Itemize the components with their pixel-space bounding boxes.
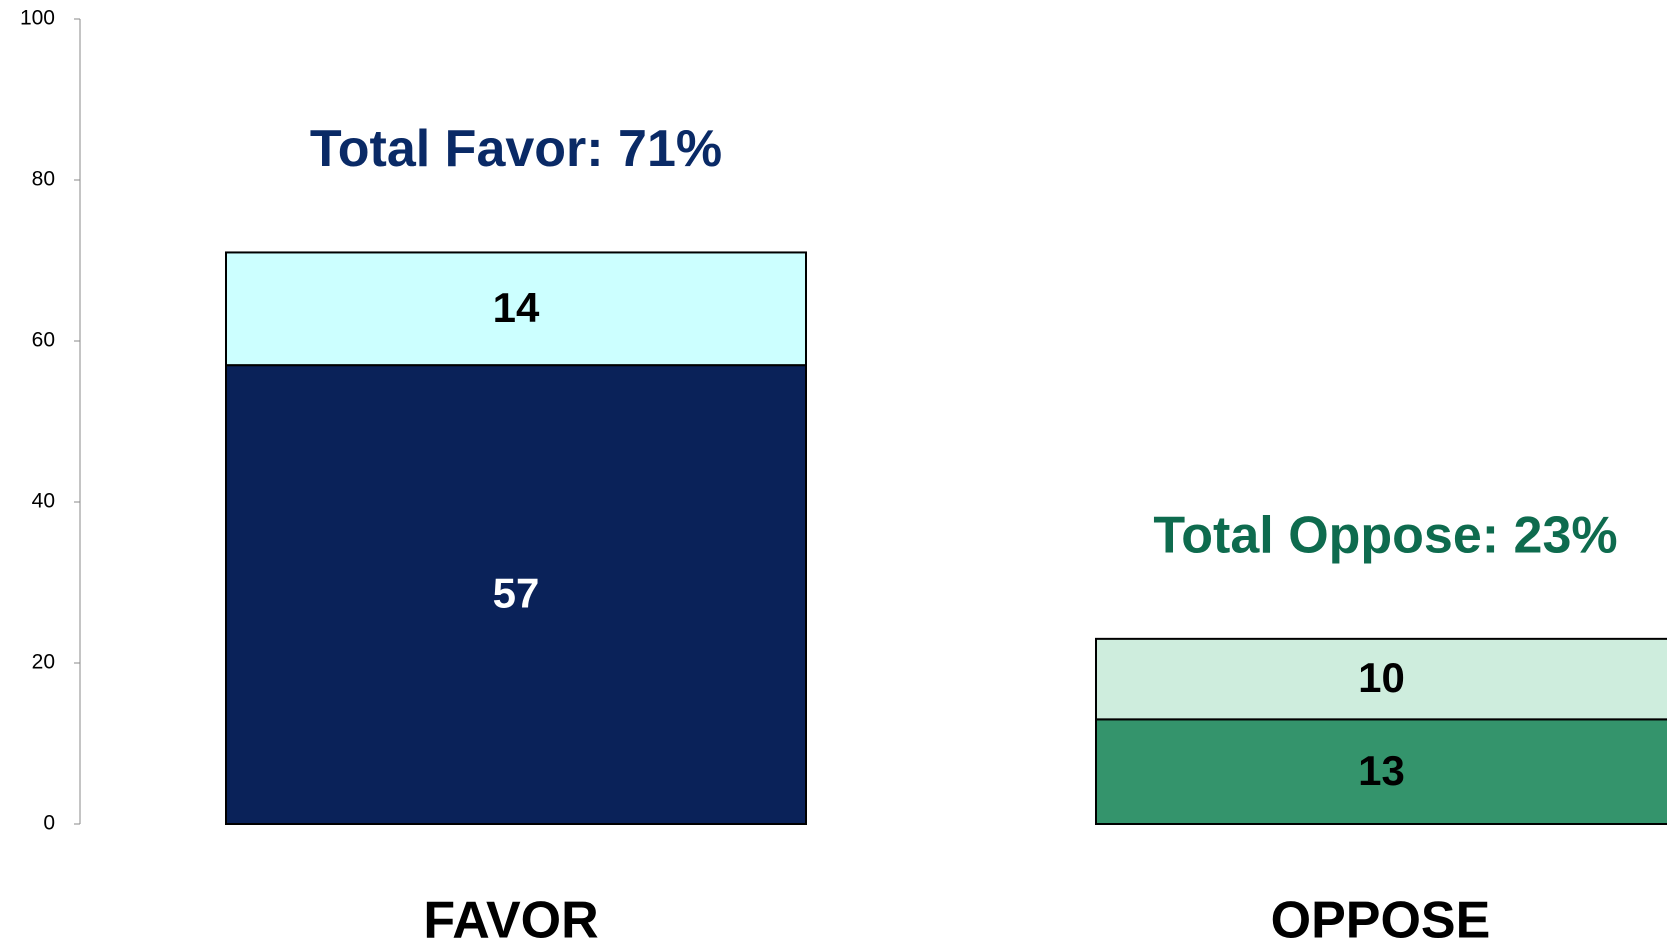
- data-label: 13: [1358, 747, 1405, 794]
- y-tick-label: 100: [20, 7, 55, 30]
- x-tick-label: OPPOSE: [1271, 892, 1491, 949]
- y-tick-label: 60: [32, 329, 55, 352]
- data-label: 10: [1358, 654, 1405, 701]
- bar-segment: [225, 251, 807, 367]
- bar-segment: [1095, 718, 1667, 825]
- y-tick-label: 40: [32, 490, 55, 513]
- y-tick-label: 20: [32, 651, 55, 674]
- bar-segment: [1095, 637, 1667, 721]
- y-tick-label: 0: [43, 812, 55, 835]
- data-label: 14: [493, 284, 540, 331]
- y-tick-label: 80: [32, 168, 55, 191]
- bar-segment: [225, 364, 807, 825]
- data-label: 57: [493, 570, 540, 617]
- x-tick-label: FAVOR: [423, 892, 598, 949]
- total-annotation: Total Oppose: 23%: [1153, 507, 1617, 565]
- total-annotation: Total Favor: 71%: [310, 120, 722, 178]
